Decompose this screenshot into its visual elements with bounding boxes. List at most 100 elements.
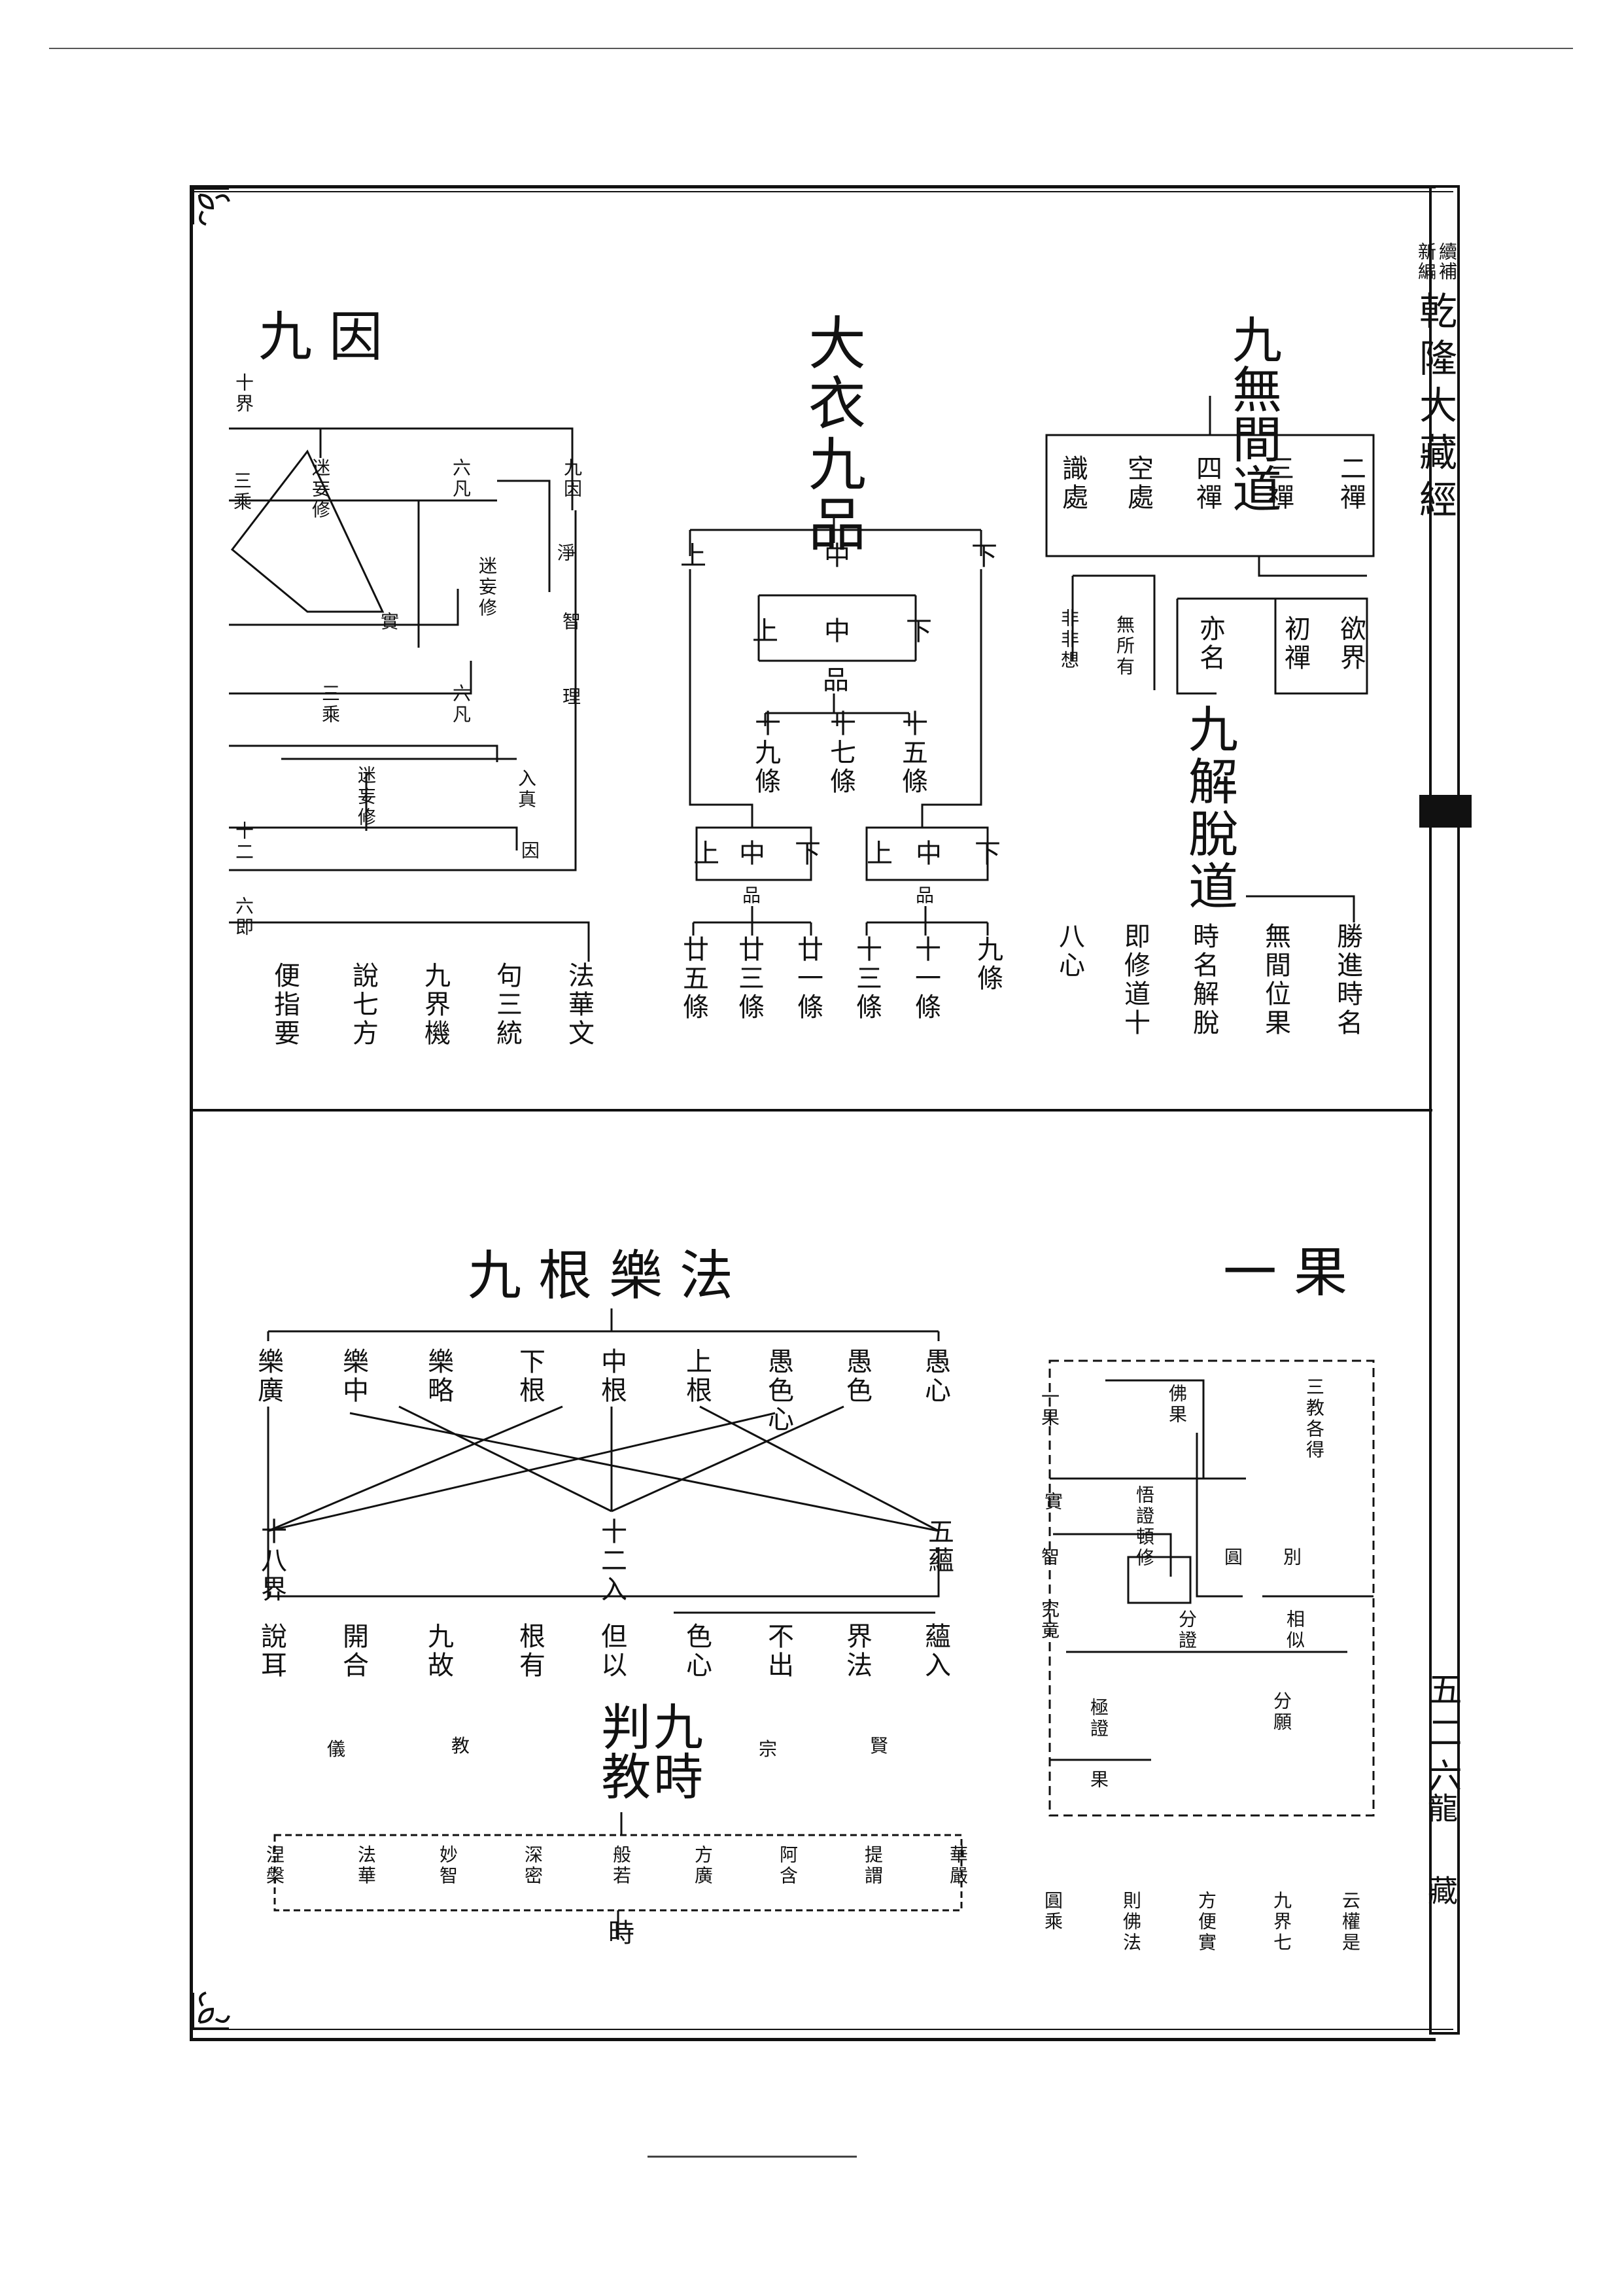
- tl-xuqing: 淨: [555, 543, 576, 564]
- page-number: 五二六: [1422, 1672, 1461, 1801]
- bl-top-4: 上根: [682, 1348, 712, 1405]
- br-mid-6: 果: [1088, 1770, 1109, 1791]
- bm-left-word-2: 教: [451, 1735, 470, 1757]
- bm-top-8: 法華: [355, 1845, 377, 1887]
- tm-bottom-left-3: 廿一條: [793, 936, 823, 1022]
- sidebar-title: 乾隆大藏經: [1413, 291, 1457, 527]
- tm-top-zhong: 中: [824, 541, 850, 571]
- sidebar-outer-border: [1457, 185, 1460, 2035]
- br-bottom-5: 圓乘: [1042, 1891, 1063, 1933]
- tl-jiuyin: 九因: [561, 458, 583, 500]
- bl-bottom-7: 九故: [423, 1622, 453, 1680]
- sidebar-fish-tail-mark: [1419, 795, 1472, 828]
- tm-tiao-2: 十七條: [825, 710, 855, 796]
- br-bottom-4: 則佛法: [1120, 1891, 1142, 1953]
- bm-top-4: 方廣: [692, 1845, 714, 1887]
- tl-mixiu-right: 迷妄修: [476, 556, 498, 619]
- bottom-rule: [648, 2156, 857, 2158]
- tl-bottom-1: 法華文: [564, 962, 594, 1048]
- tm-top-xia: 下: [971, 541, 997, 571]
- bl-top-3: 愚色心: [763, 1348, 793, 1434]
- bm-top-9: 涅槃: [264, 1845, 285, 1887]
- tm-bottom-left-1: 廿五條: [678, 936, 708, 1022]
- tm-mid-shang: 上: [752, 616, 778, 646]
- tl-bottom-3: 九界機: [420, 962, 450, 1048]
- bl-bottom-3: 不出: [763, 1622, 793, 1680]
- tm-mid-xia: 下: [906, 616, 932, 646]
- bl-bottom-2: 界法: [842, 1622, 872, 1680]
- bm-top-2: 提謂: [862, 1845, 884, 1887]
- bl-top-6: 下根: [515, 1348, 545, 1405]
- tm-mid-zhong: 中: [824, 616, 850, 646]
- bottom-right-title: 一果: [1223, 1242, 1365, 1304]
- bl-top-1: 愚心: [920, 1348, 950, 1405]
- top-mid-title: 大衣九品: [808, 310, 866, 559]
- br-left-1: 一果: [1039, 1387, 1060, 1429]
- tr-under-left-2: 非非想: [1058, 608, 1080, 671]
- sidebar-imprint: 龍藏: [1423, 1793, 1459, 1957]
- top-left-title: 九因: [258, 306, 400, 368]
- tm-low-right-xia: 下: [975, 839, 1001, 869]
- tr-under-left-1: 無所有: [1114, 615, 1135, 678]
- tm-bottom-left-2: 廿三條: [734, 936, 764, 1022]
- bm-top-6: 深密: [522, 1845, 544, 1887]
- frame-bottom-line: [190, 2029, 1453, 2030]
- tm-low-left-zhong: 中: [739, 839, 765, 869]
- bottom-mid-title: 九時判教: [593, 1701, 703, 1800]
- bl-top-9: 樂廣: [253, 1348, 283, 1405]
- corner-ornament-top-left-icon: [192, 187, 230, 226]
- tm-tiao-1: 十五條: [897, 710, 927, 796]
- tl-sansheng-mid: 三乘: [319, 684, 341, 726]
- tl-shi: 實: [378, 612, 400, 633]
- tr-under-2: 初禪: [1280, 615, 1310, 673]
- bm-top-3: 阿含: [777, 1845, 799, 1887]
- tm-tiao-3: 十九條: [750, 710, 780, 796]
- tm-bottom-right-2: 十一條: [910, 936, 941, 1022]
- br-mid-2: 悟證頓修: [1133, 1485, 1155, 1569]
- tr-bottom-3: 時名解脫: [1188, 922, 1218, 1038]
- bm-top-5: 般若: [610, 1845, 632, 1887]
- tm-low-right-zhong: 中: [916, 839, 942, 869]
- bm-top-1: 華嚴: [947, 1845, 969, 1887]
- middle-separator: [193, 1109, 1432, 1112]
- bm-left-word-1: 儀: [327, 1738, 346, 1760]
- tl-shier: 十二: [233, 821, 254, 863]
- tm-bottom-right-3: 九條: [973, 936, 1003, 993]
- br-mid-1: 佛果: [1166, 1384, 1188, 1426]
- tr-box-4: 空處: [1123, 455, 1153, 512]
- tr-bottom-1: 勝進時名: [1332, 922, 1362, 1038]
- sidebar-small-left: 新編: [1415, 242, 1437, 281]
- bl-mid-2: 十二入: [596, 1518, 627, 1604]
- tl-bottom-5: 便指要: [269, 962, 300, 1048]
- tl-bottom-2: 句三統: [492, 962, 522, 1048]
- tr-box-5: 識處: [1058, 455, 1088, 512]
- tl-mixiu-lower: 迷妄修: [355, 765, 377, 828]
- br-left-3: 智: [1039, 1547, 1060, 1568]
- bm-right-word-2: 賢: [870, 1735, 889, 1757]
- bl-bottom-1: 蘊入: [920, 1622, 950, 1680]
- tr-box-3: 四禪: [1192, 455, 1222, 512]
- tl-mixiu: 迷妄修: [309, 458, 331, 521]
- sidebar-inner-border: [1429, 185, 1432, 2035]
- tr-bottom-5: 八心: [1054, 922, 1084, 980]
- br-bottom-1: 云權是: [1339, 1891, 1361, 1953]
- corner-ornament-bottom-left-icon: [192, 1991, 230, 2030]
- tl-top-label: 十界: [233, 373, 254, 415]
- tl-bottom-4: 說七方: [348, 962, 378, 1048]
- bl-top-8: 樂中: [338, 1348, 368, 1405]
- bl-mid-1: 五蘊: [924, 1518, 954, 1575]
- bottom-left-title: 九根樂法: [468, 1245, 751, 1307]
- br-right-4: 分願: [1271, 1691, 1292, 1733]
- br-left-4: 究竟: [1039, 1600, 1060, 1641]
- br-bottom-2: 九界七: [1271, 1891, 1292, 1953]
- bl-bottom-4: 色心: [682, 1622, 712, 1680]
- br-mid-4: 分證: [1176, 1609, 1198, 1651]
- tm-low-left-xia: 下: [795, 839, 821, 869]
- br-right-2: 別: [1281, 1547, 1302, 1568]
- tm-low-left-shang: 上: [693, 839, 719, 869]
- bl-mid-3: 十八界: [256, 1518, 286, 1604]
- page-frame: [190, 185, 1436, 2041]
- bl-top-7: 樂略: [423, 1348, 453, 1405]
- br-right-1: 三教各得: [1304, 1377, 1325, 1461]
